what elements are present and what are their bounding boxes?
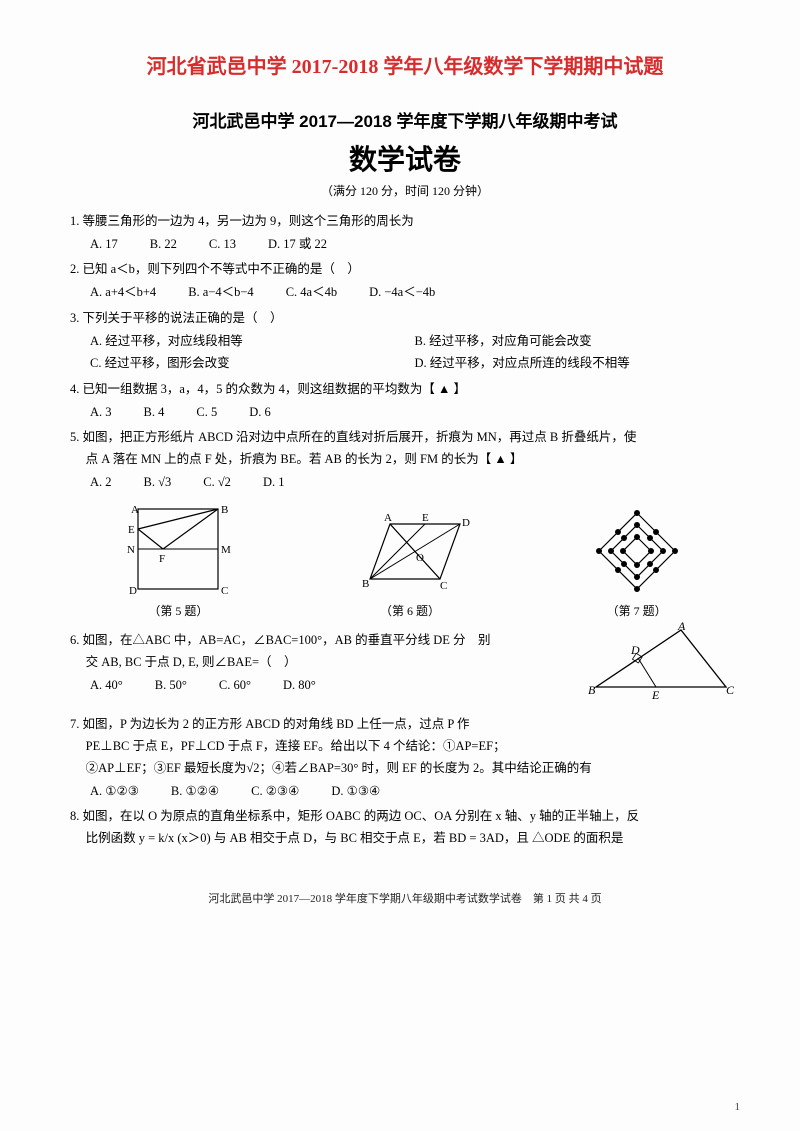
svg-text:C: C [440,580,447,592]
exam-title: 数学试卷 [70,138,740,178]
q7-options: A. ①②③ B. ①②④ C. ②③④ D. ①③④ [70,780,740,803]
figure-7-caption: （第 7 题） [587,601,687,622]
svg-text:B: B [362,578,369,590]
q5-options: A. 2 B. √3 C. √2 D. 1 [70,471,740,494]
q2-text: 2. 已知 a＜b，则下列四个不等式中不正确的是（ ） [70,259,740,281]
q4-text: 4. 已知一组数据 3，a，4，5 的众数为 4，则这组数据的平均数为【 ▲ 】 [70,379,740,401]
figure-7: （第 7 题） [587,504,687,622]
q3-a: A. 经过平移，对应线段相等 [90,330,383,353]
q3-c: C. 经过平移，图形会改变 [90,352,383,375]
svg-text:B: B [588,683,596,697]
svg-text:A: A [677,622,686,633]
question-3: 3. 下列关于平移的说法正确的是（ ） A. 经过平移，对应线段相等 B. 经过… [70,308,740,375]
figure-q6-side: A B C D E [586,622,736,710]
question-1: 1. 等腰三角形的一边为 4，另一边为 9，则这个三角形的周长为 A. 17 B… [70,211,740,255]
svg-text:N: N [127,544,135,556]
q2-c: C. 4a＜4b [286,281,337,304]
doc-title: 河北省武邑中学 2017-2018 学年八年级数学下学期期中试题 [70,50,740,79]
q6-d: D. 80° [283,674,316,697]
q7-text1: 7. 如图，P 为边长为 2 的正方形 ABCD 的对角线 BD 上任一点，过点… [70,714,740,736]
question-7: 7. 如图，P 为边长为 2 的正方形 ABCD 的对角线 BD 上任一点，过点… [70,714,740,802]
q5-c: C. √2 [203,471,231,494]
exam-page: 河北省武邑中学 2017-2018 学年八年级数学下学期期中试题 河北武邑中学 … [0,0,800,1131]
q6-b: B. 50° [155,674,187,697]
q4-options: A. 3 B. 4 C. 5 D. 6 [70,401,740,424]
q7-d: D. ①③④ [331,780,380,803]
question-8: 8. 如图，在以 O 为原点的直角坐标系中，矩形 OABC 的两边 OC、OA … [70,806,740,850]
q2-b: B. a−4＜b−4 [188,281,254,304]
question-2: 2. 已知 a＜b，则下列四个不等式中不正确的是（ ） A. a+4＜b+4 B… [70,259,740,303]
q4-d: D. 6 [249,401,271,424]
exam-info: （满分 120 分，时间 120 分钟） [70,182,740,199]
q6-c: C. 60° [219,674,251,697]
q7-text3: ②AP⊥EF；③EF 最短长度为√2；④若∠BAP=30° 时，则 EF 的长度… [70,758,740,780]
svg-text:D: D [462,517,470,529]
question-4: 4. 已知一组数据 3，a，4，5 的众数为 4，则这组数据的平均数为【 ▲ 】… [70,379,740,423]
q2-a: A. a+4＜b+4 [90,281,156,304]
q3-b: B. 经过平移，对应角可能会改变 [415,330,708,353]
q2-d: D. −4a＜−4b [369,281,435,304]
figure-5-svg: A B C D E N M F [123,499,233,599]
q3-options: A. 经过平移，对应线段相等 B. 经过平移，对应角可能会改变 C. 经过平移，… [70,330,740,375]
svg-text:C: C [726,683,735,697]
svg-text:C: C [221,585,228,597]
question-6: A B C D E 6. 如图，在△ABC 中，AB=AC，∠BAC=100°，… [70,630,740,696]
exam-header: 河北武邑中学 2017—2018 学年度下学期八年级期中考试 [70,107,740,132]
svg-text:A: A [131,504,139,516]
svg-text:E: E [128,524,135,536]
q1-c: C. 13 [209,233,236,256]
q5-a: A. 2 [90,471,112,494]
q5-b: B. √3 [144,471,172,494]
figure-6: A E D B C O （第 6 题） [340,509,480,622]
q7-c: C. ②③④ [251,780,299,803]
figure-5-caption: （第 5 题） [123,601,233,622]
q7-a: A. ①②③ [90,780,139,803]
q1-text: 1. 等腰三角形的一边为 4，另一边为 9，则这个三角形的周长为 [70,211,740,233]
svg-text:M: M [221,544,231,556]
svg-text:B: B [221,504,228,516]
q1-options: A. 17 B. 22 C. 13 D. 17 或 22 [70,233,740,256]
figure-7-svg [587,504,687,599]
q3-text: 3. 下列关于平移的说法正确的是（ ） [70,308,740,330]
q2-options: A. a+4＜b+4 B. a−4＜b−4 C. 4a＜4b D. −4a＜−4… [70,281,740,304]
q3-d: D. 经过平移，对应点所连的线段不相等 [415,352,708,375]
q1-d: D. 17 或 22 [268,233,327,256]
svg-text:O: O [416,552,424,564]
q4-a: A. 3 [90,401,112,424]
q6-options: A. 40° B. 50° C. 60° D. 80° [70,674,578,697]
figure-6-caption: （第 6 题） [340,601,480,622]
q1-a: A. 17 [90,233,118,256]
q1-b: B. 22 [150,233,177,256]
triangle-svg: A B C D E [586,622,736,702]
q5-text1: 5. 如图，把正方形纸片 ABCD 沿对边中点所在的直线对折后展开，折痕为 MN… [70,427,740,449]
q7-text2: PE⊥BC 于点 E，PF⊥CD 于点 F，连接 EF。给出以下 4 个结论：①… [70,736,740,758]
svg-text:D: D [129,585,137,597]
page-footer: 河北武邑中学 2017—2018 学年度下学期八年级期中考试数学试卷 第 1 页… [70,890,740,906]
q6-a: A. 40° [90,674,123,697]
svg-text:D: D [630,643,640,657]
q4-c: C. 5 [196,401,217,424]
figures-row: A B C D E N M F （第 5 题） [70,499,740,622]
figure-5: A B C D E N M F （第 5 题） [123,499,233,622]
q5-text2: 点 A 落在 MN 上的点 F 处，折痕为 BE。若 AB 的长为 2，则 FM… [70,449,740,471]
q8-text2: 比例函数 y = k/x (x＞0) 与 AB 相交于点 D，与 BC 相交于点… [70,828,740,850]
question-5: 5. 如图，把正方形纸片 ABCD 沿对边中点所在的直线对折后展开，折痕为 MN… [70,427,740,622]
svg-text:F: F [159,553,165,565]
page-number: 1 [735,1101,741,1113]
svg-text:A: A [384,512,392,524]
q8-text1: 8. 如图，在以 O 为原点的直角坐标系中，矩形 OABC 的两边 OC、OA … [70,806,740,828]
q7-b: B. ①②④ [171,780,219,803]
q4-b: B. 4 [144,401,165,424]
svg-text:E: E [651,688,660,702]
figure-6-svg: A E D B C O [340,509,480,599]
q5-d: D. 1 [263,471,285,494]
svg-text:E: E [422,512,429,524]
